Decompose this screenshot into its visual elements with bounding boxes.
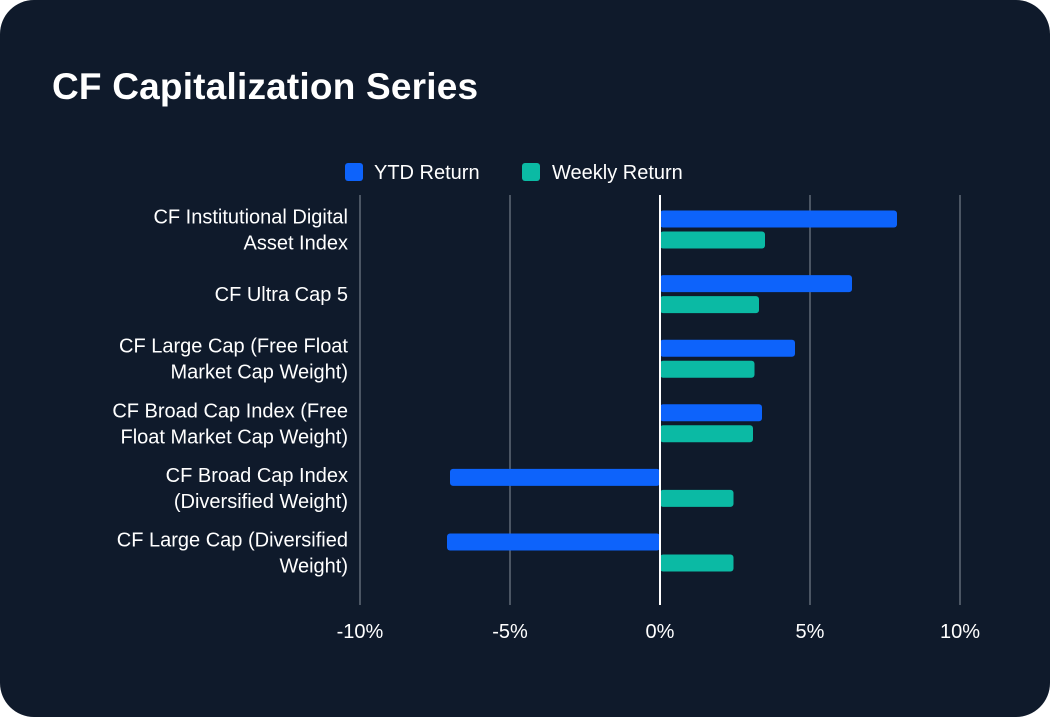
category-label: Float Market Cap Weight)	[121, 426, 349, 448]
weekly-return-bar	[660, 489, 734, 507]
x-tick-label: 5%	[796, 621, 825, 643]
category-label: CF Large Cap (Diversified	[117, 530, 348, 552]
category-label: CF Ultra Cap 5	[215, 284, 348, 306]
x-tick-label: -10%	[337, 621, 384, 643]
chart-title: CF Capitalization Series	[52, 66, 479, 107]
x-tick-label: -5%	[492, 621, 528, 643]
weekly-return-bar	[660, 296, 759, 314]
legend-swatch	[522, 163, 540, 181]
category-label: CF Institutional Digital	[153, 207, 348, 229]
ytd-return-bar	[660, 210, 897, 228]
ytd-return-bar	[660, 339, 795, 357]
ytd-return-bar	[660, 404, 762, 422]
category-label: CF Broad Cap Index (Free	[112, 400, 348, 422]
ytd-return-bar	[450, 468, 660, 486]
category-label: CF Large Cap (Free Float	[119, 336, 348, 358]
category-label: Market Cap Weight)	[171, 362, 348, 384]
legend-label: Weekly Return	[552, 162, 683, 184]
weekly-return-bar	[660, 554, 734, 572]
ytd-return-bar	[660, 275, 852, 293]
weekly-return-bar	[660, 231, 765, 249]
weekly-return-bar	[660, 425, 753, 443]
category-label: CF Broad Cap Index	[166, 465, 348, 487]
ytd-return-bar	[447, 533, 660, 551]
category-label: Weight)	[279, 556, 348, 578]
x-tick-label: 10%	[940, 621, 980, 643]
legend-swatch	[345, 163, 363, 181]
category-label: Asset Index	[243, 233, 348, 255]
legend-label: YTD Return	[374, 162, 480, 184]
weekly-return-bar	[660, 360, 755, 378]
category-label: (Diversified Weight)	[174, 491, 348, 513]
x-tick-label: 0%	[646, 621, 675, 643]
